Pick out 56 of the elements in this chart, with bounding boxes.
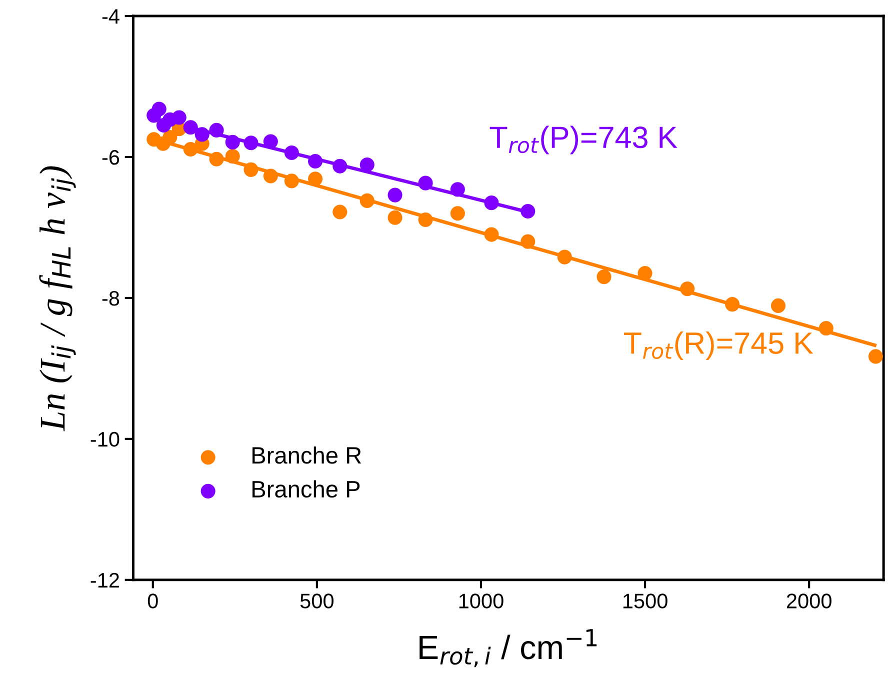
point (557, 250, 572, 264)
x-tick-label: 0 (148, 594, 158, 608)
y-tick-label: -8 (102, 290, 120, 306)
point (263, 134, 278, 149)
point (520, 234, 536, 249)
point (484, 227, 499, 242)
point (183, 120, 198, 135)
point (450, 182, 465, 197)
point (209, 152, 224, 166)
point (596, 270, 612, 284)
point (484, 196, 499, 210)
x-tick-label: 500 (300, 594, 334, 608)
point (388, 188, 402, 202)
x-tick-label: 1500 (623, 594, 668, 608)
point (152, 102, 166, 116)
legend-label: Branche P (252, 480, 360, 498)
point (172, 110, 186, 125)
point (284, 145, 299, 160)
x-tick-label: 2000 (786, 594, 832, 608)
point (284, 174, 299, 188)
x-tick-label: 1000 (459, 594, 504, 608)
point (332, 204, 348, 220)
y-tick-label: -12 (90, 572, 119, 588)
point (360, 193, 374, 208)
point (450, 206, 465, 221)
point (638, 266, 652, 281)
point (418, 212, 433, 228)
point (680, 282, 695, 296)
point (308, 172, 323, 186)
point (244, 162, 258, 177)
point (225, 134, 240, 150)
point (770, 298, 786, 314)
point (868, 349, 883, 364)
point (725, 297, 740, 312)
point (225, 149, 240, 164)
point (162, 130, 178, 145)
annotation: T$_{rot}$(P)=743 K (490, 126, 678, 154)
point (244, 136, 258, 150)
point (360, 157, 374, 172)
y-tick-label: -10 (90, 432, 120, 447)
point (388, 210, 402, 225)
point (209, 122, 224, 138)
y-tick-label: -4 (102, 9, 120, 24)
point (818, 320, 834, 336)
point (183, 142, 198, 157)
point (418, 176, 433, 190)
point (520, 204, 536, 219)
annotation: T$_{rot}$(R)=745 K (624, 332, 814, 360)
x-axis-title: E$_{rot,i}$ / cm$^{−1}$ (420, 629, 597, 668)
point (263, 168, 278, 184)
point (308, 154, 323, 169)
legend-label: Branche R (252, 446, 362, 464)
y-tick-label: -6 (102, 150, 120, 165)
y-axis-title: Ln (I$_{ij}$ / g f$_{HL}$ h ν$_{ij}$) (39, 166, 76, 432)
point (332, 158, 348, 174)
point (194, 127, 210, 142)
